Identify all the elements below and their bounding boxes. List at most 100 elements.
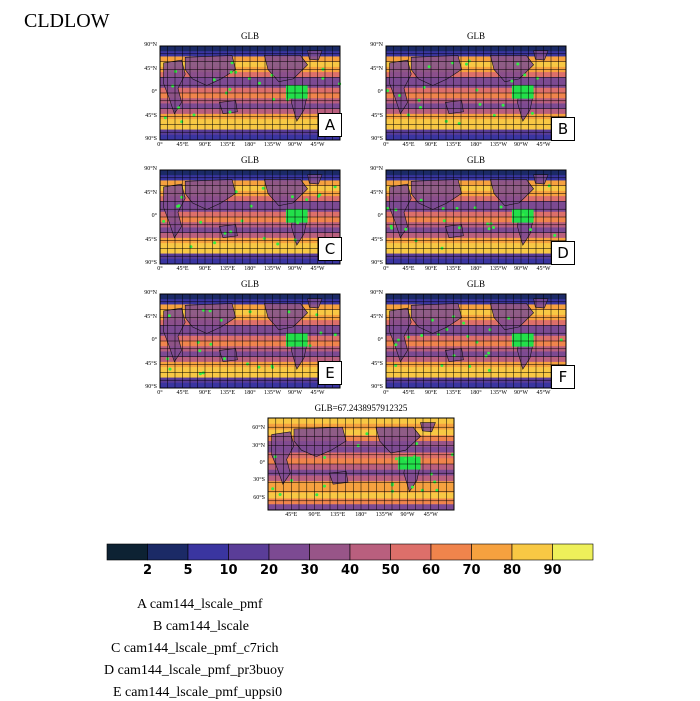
lon-tick-label: 0° bbox=[383, 390, 389, 396]
colorbar-label: 60 bbox=[421, 563, 441, 578]
lon-tick-label: 45°W bbox=[536, 142, 551, 148]
lat-tick-label: 90°S bbox=[371, 136, 383, 142]
lat-tick-label: 90°N bbox=[370, 42, 383, 48]
lon-tick-label: 90°W bbox=[287, 266, 303, 272]
lon-tick-label: 90°E bbox=[198, 266, 212, 272]
lat-tick-label: 45°N bbox=[144, 313, 157, 320]
colorbar-swatch bbox=[309, 543, 351, 561]
case-caption: E cam144_lscale_pmf_uppsi0 bbox=[113, 685, 283, 700]
colorbar-label: 5 bbox=[183, 563, 193, 578]
lon-tick-label: 45°W bbox=[536, 266, 551, 272]
lon-tick-label: 135°W bbox=[489, 390, 508, 396]
lat-tick-label: 0° bbox=[377, 337, 383, 343]
case-caption: C cam144_lscale_pmf_c7rich bbox=[111, 641, 279, 656]
map-plot bbox=[385, 45, 567, 141]
colorbar-label: 30 bbox=[300, 563, 319, 578]
colorbar-label: 40 bbox=[340, 563, 360, 578]
colorbar-swatch bbox=[511, 543, 553, 561]
lat-tick-label: 90°S bbox=[145, 136, 157, 142]
lon-tick-label: 90°E bbox=[198, 142, 212, 148]
lon-tick-label: 180° bbox=[244, 390, 256, 396]
map-frame bbox=[385, 45, 567, 141]
lon-tick-label: 90°E bbox=[198, 390, 212, 396]
green-dots bbox=[162, 185, 337, 249]
case-caption: B cam144_lscale bbox=[153, 619, 250, 634]
panel-letter: F bbox=[551, 365, 575, 389]
map-plot bbox=[385, 169, 567, 265]
lat-tick-label: 45°N bbox=[370, 65, 383, 72]
missing-region bbox=[286, 333, 308, 347]
lat-tick-label: 60°S bbox=[253, 494, 265, 501]
missing-region bbox=[512, 85, 534, 99]
lat-tick-label: 60°N bbox=[252, 425, 265, 432]
grid bbox=[386, 46, 566, 140]
map-panel-global-mean: GLB=67.2438957912325 60°N 30°N 0° 30°S 60°S 45… bbox=[252, 403, 455, 518]
lon-tick-label: 0° bbox=[383, 142, 389, 148]
colorbar-label: 2 bbox=[142, 563, 153, 578]
grid bbox=[386, 170, 566, 264]
colorbar-label: 10 bbox=[219, 563, 238, 578]
map-panel-E: GLB 90°N 45°N 0° 45°S 90°S 0° 45°E 90°E 135°E 180°… bbox=[144, 279, 341, 396]
lon-tick-label: 90°E bbox=[424, 142, 438, 148]
colorbar-swatch bbox=[228, 543, 270, 561]
lon-tick-label: 45°W bbox=[310, 390, 325, 396]
lon-tick-label: 45°W bbox=[536, 390, 551, 396]
map-frame bbox=[385, 293, 567, 389]
lon-tick-label: 45°E bbox=[176, 266, 189, 272]
map-title: GLB bbox=[467, 279, 485, 289]
lon-tick-label: 90°W bbox=[513, 142, 529, 148]
lat-tick-label: 30°S bbox=[253, 477, 265, 484]
lon-tick-label: 45°W bbox=[310, 266, 325, 272]
map-title: GLB bbox=[241, 279, 259, 289]
lon-tick-label: 135°E bbox=[219, 142, 236, 148]
lon-tick-label: 135°E bbox=[445, 142, 462, 148]
lat-tick-label: 45°N bbox=[144, 65, 157, 72]
map-plot bbox=[159, 293, 341, 389]
lon-tick-label: 135°W bbox=[263, 142, 282, 148]
lon-tick-label: 180° bbox=[470, 266, 482, 272]
continents bbox=[163, 174, 323, 246]
colorbar-swatch bbox=[430, 543, 472, 561]
colorbar-swatch bbox=[349, 543, 391, 561]
lon-tick-label: 180° bbox=[244, 266, 256, 272]
map-title: GLB bbox=[241, 155, 259, 165]
lon-tick-label: 0° bbox=[157, 266, 163, 272]
lon-tick-label: 0° bbox=[157, 142, 163, 148]
lon-tick-label: 90°E bbox=[424, 266, 438, 272]
lat-tick-label: 90°N bbox=[144, 166, 157, 172]
map-title: GLB bbox=[467, 155, 485, 165]
panel-letter: A bbox=[318, 113, 342, 137]
colorbar bbox=[106, 543, 594, 561]
lat-tick-label: 0° bbox=[377, 213, 383, 219]
map-panel-D: GLB 90°N 45°N 0° 45°S 90°S 0° 45°E 90°E 135°E 180°… bbox=[370, 155, 567, 272]
grid bbox=[386, 294, 566, 388]
lat-tick-label: 0° bbox=[377, 89, 383, 95]
colorbar-swatch bbox=[552, 543, 594, 561]
lat-tick-label: 45°S bbox=[371, 360, 383, 367]
lat-tick-label: 45°S bbox=[145, 236, 157, 243]
lon-tick-label: 90°E bbox=[424, 390, 438, 396]
map-title: GLB=67.2438957912325 bbox=[314, 403, 408, 413]
lon-tick-label: 45°W bbox=[310, 142, 325, 148]
map-panel-C: GLB 90°N 45°N 0° 45°S 90°S 0° 45°E 90°E 135°E 180°… bbox=[144, 155, 341, 272]
lon-tick-label: 0° bbox=[157, 390, 163, 396]
map-title: GLB bbox=[467, 31, 485, 41]
lat-tick-label: 30°N bbox=[252, 442, 265, 449]
lon-tick-label: 135°E bbox=[219, 390, 236, 396]
map-frame bbox=[159, 293, 341, 389]
lat-tick-label: 45°N bbox=[370, 313, 383, 320]
lon-tick-label: 135°W bbox=[489, 266, 508, 272]
lon-tick-label: 45°E bbox=[285, 512, 298, 518]
case-caption: D cam144_lscale_pmf_pr3buoy bbox=[104, 663, 285, 678]
lon-tick-label: 45°E bbox=[402, 142, 415, 148]
green-dots bbox=[271, 432, 454, 497]
missing-region bbox=[398, 456, 421, 470]
lon-tick-label: 90°W bbox=[513, 390, 529, 396]
colorbar-swatch bbox=[390, 543, 432, 561]
lon-tick-label: 90°W bbox=[400, 512, 415, 518]
colorbar-swatch bbox=[471, 543, 513, 561]
lat-tick-label: 0° bbox=[151, 89, 157, 95]
lon-tick-label: 135°E bbox=[330, 512, 346, 518]
map-frame bbox=[159, 169, 341, 265]
colorbar-label: 20 bbox=[259, 563, 279, 578]
